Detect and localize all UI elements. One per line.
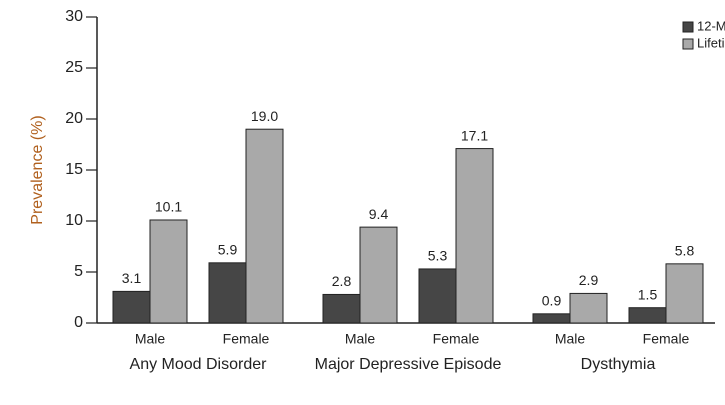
- bar: [665, 263, 704, 324]
- legend-swatch: [682, 21, 694, 33]
- y-tick-label: 5: [74, 263, 83, 280]
- value-label: 5.8: [675, 243, 695, 259]
- bar: [532, 313, 571, 324]
- bar: [418, 268, 457, 324]
- bar: [245, 128, 284, 324]
- value-label: 10.1: [155, 199, 182, 215]
- bar: [359, 226, 398, 324]
- value-label: 17.1: [461, 127, 488, 143]
- bar: [322, 293, 361, 324]
- x-tick-label: Female: [433, 331, 480, 347]
- bar: [455, 148, 494, 324]
- x-tick-label: Male: [135, 331, 166, 347]
- bar: [149, 219, 188, 324]
- value-label: 0.9: [542, 293, 562, 309]
- value-label: 5.3: [428, 248, 448, 264]
- group-label: Dysthymia: [580, 356, 656, 373]
- bar: [569, 292, 608, 324]
- y-axis-label: Prevalence (%): [29, 115, 46, 224]
- y-tick-label: 25: [65, 59, 83, 76]
- x-tick-label: Female: [223, 331, 270, 347]
- value-label: 2.8: [332, 273, 352, 289]
- y-tick-label: 20: [65, 110, 83, 127]
- legend-swatch: [682, 38, 694, 50]
- bar: [208, 262, 247, 324]
- value-label: 2.9: [579, 272, 599, 288]
- group-label: Any Mood Disorder: [129, 356, 267, 373]
- y-tick-label: 0: [74, 314, 83, 331]
- y-tick-label: 15: [65, 161, 83, 178]
- group-label: Major Depressive Episode: [314, 356, 502, 373]
- legend-label: Lifetime: [697, 35, 725, 50]
- x-tick-label: Male: [555, 331, 586, 347]
- value-label: 9.4: [369, 206, 389, 222]
- y-tick-label: 30: [65, 8, 83, 25]
- value-label: 19.0: [251, 108, 278, 124]
- x-tick-label: Female: [643, 331, 690, 347]
- value-label: 1.5: [638, 286, 658, 302]
- value-label: 3.1: [122, 270, 142, 286]
- value-label: 5.9: [218, 242, 238, 258]
- y-tick-label: 10: [65, 212, 83, 229]
- x-tick-label: Male: [345, 331, 376, 347]
- bar: [628, 307, 667, 324]
- bar: [112, 290, 151, 324]
- legend-label: 12-Month: [697, 18, 725, 33]
